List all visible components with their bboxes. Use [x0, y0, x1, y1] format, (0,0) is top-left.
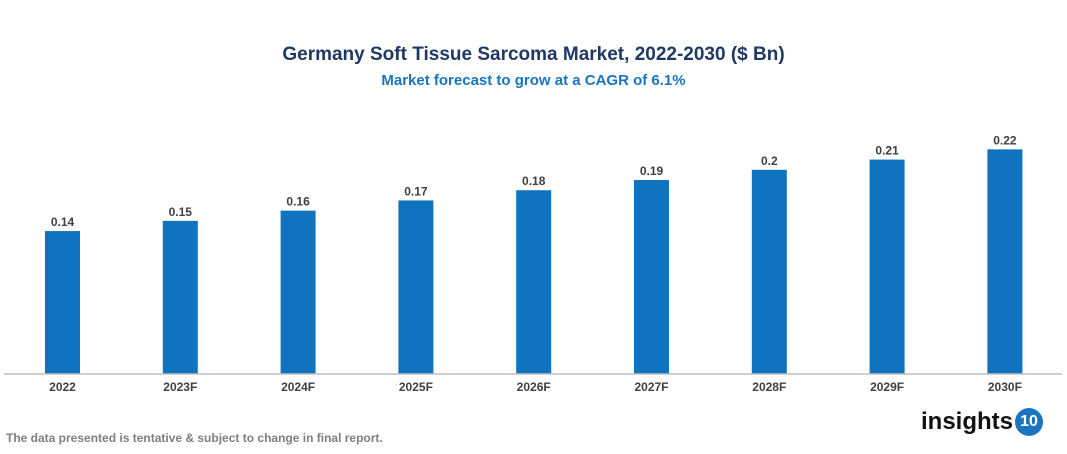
- bar: [869, 159, 905, 374]
- data-label: 0.16: [286, 195, 310, 209]
- bar: [45, 231, 80, 374]
- x-tick-label: 2025F: [399, 380, 433, 394]
- bar: [516, 190, 552, 374]
- data-label: 0.17: [404, 184, 428, 198]
- x-tick-label: 2029F: [870, 380, 904, 394]
- data-label: 0.18: [522, 174, 546, 188]
- bar: [280, 210, 316, 374]
- disclaimer-note: The data presented is tentative & subjec…: [6, 431, 383, 445]
- bar: [634, 180, 669, 374]
- bar: [987, 149, 1023, 374]
- bar: [398, 200, 434, 374]
- data-label: 0.19: [640, 164, 664, 178]
- chart-title: Germany Soft Tissue Sarcoma Market, 2022…: [282, 44, 785, 65]
- data-label: 0.2: [761, 154, 778, 168]
- data-label: 0.21: [875, 144, 899, 158]
- insights10-logo: insights 10: [921, 408, 1044, 436]
- x-tick-label: 2026F: [517, 380, 551, 394]
- x-tick-label: 2027F: [634, 380, 668, 394]
- data-label: 0.15: [169, 205, 193, 219]
- x-tick-label: 2022: [49, 380, 76, 394]
- chart-subtitle: Market forecast to grow at a CAGR of 6.1…: [381, 72, 686, 89]
- x-tick-label: 2028F: [752, 380, 786, 394]
- logo-number: 10: [1015, 408, 1044, 436]
- data-label: 0.22: [993, 133, 1017, 147]
- logo-text: insights: [921, 408, 1014, 435]
- x-tick-label: 2024F: [281, 380, 315, 394]
- x-tick-label: 2023F: [163, 380, 197, 394]
- bar: [751, 169, 787, 374]
- data-label: 0.14: [51, 215, 75, 229]
- bar: [162, 220, 198, 374]
- x-tick-label: 2030F: [988, 380, 1022, 394]
